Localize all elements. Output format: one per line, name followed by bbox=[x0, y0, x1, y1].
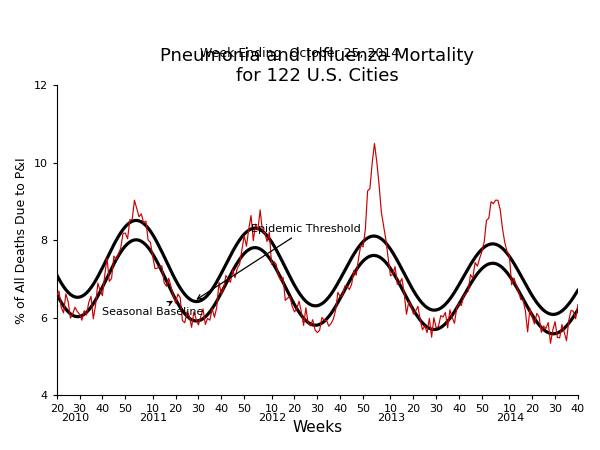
Title: Pneumonia and Influenza Mortality
for 122 U.S. Cities: Pneumonia and Influenza Mortality for 12… bbox=[160, 46, 475, 86]
Text: 2010: 2010 bbox=[61, 413, 89, 423]
Y-axis label: % of All Deaths Due to P&I: % of All Deaths Due to P&I bbox=[15, 157, 28, 324]
Text: Week Ending  October 25, 2014: Week Ending October 25, 2014 bbox=[200, 47, 400, 60]
Text: Epidemic Threshold: Epidemic Threshold bbox=[197, 224, 361, 299]
Text: Seasonal Baseline: Seasonal Baseline bbox=[103, 302, 204, 317]
Text: 2011: 2011 bbox=[139, 413, 167, 423]
Text: 2012: 2012 bbox=[258, 413, 286, 423]
Text: 2013: 2013 bbox=[377, 413, 405, 423]
X-axis label: Weeks: Weeks bbox=[292, 420, 343, 435]
Text: 2014: 2014 bbox=[496, 413, 524, 423]
